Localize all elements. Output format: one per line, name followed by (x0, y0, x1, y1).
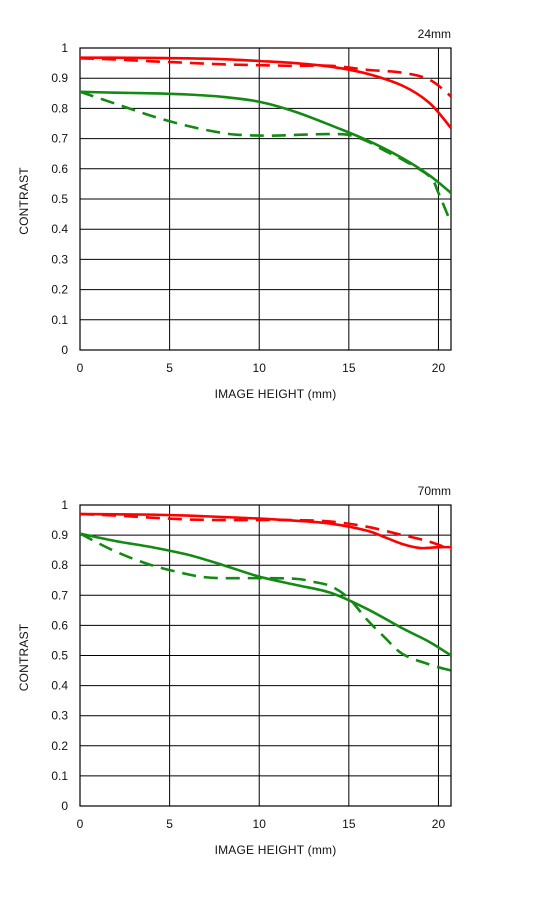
y-tick-label: 0.8 (51, 558, 68, 572)
y-tick-label: 0.1 (51, 769, 68, 783)
y-tick-label: 0.9 (51, 71, 68, 85)
y-tick-label: 0.4 (51, 679, 68, 693)
series-line-green-solid (80, 90, 451, 194)
plot-frame (79, 47, 452, 351)
y-axis-label: CONTRAST (17, 167, 31, 235)
y-tick-label: 0.8 (51, 101, 68, 115)
chart-title: 70mm (418, 484, 451, 498)
x-tick-label: 10 (253, 817, 267, 831)
y-tick-label: 0.6 (51, 162, 68, 176)
x-tick-label: 15 (342, 361, 356, 375)
chart-1: 00.10.20.30.40.50.60.70.80.910 5 10 15 2070m… (17, 484, 452, 857)
x-tick-label: 20 (432, 817, 446, 831)
x-axis-label: IMAGE HEIGHT (mm) (215, 387, 337, 401)
series-line-red-dashed (80, 512, 451, 551)
series-line-red-solid (80, 56, 451, 129)
series-line-green-dashed (80, 532, 451, 672)
y-tick-label: 0.7 (51, 588, 68, 602)
x-tick-label: 0 (77, 817, 84, 831)
y-axis-label: CONTRAST (17, 623, 31, 691)
y-tick-label: 0 (61, 343, 68, 357)
x-tick-label: 10 (253, 361, 267, 375)
y-tick-label: 0 (61, 799, 68, 813)
y-tick-label: 0.3 (51, 252, 68, 266)
series-line-red-solid (80, 512, 451, 550)
series-line-red-dashed (80, 56, 451, 98)
y-tick-label: 0.3 (51, 709, 68, 723)
y-tick-label: 0.5 (51, 192, 68, 206)
y-tick-label: 0.9 (51, 528, 68, 542)
chart-title: 24mm (418, 27, 451, 41)
x-tick-label: 5 (166, 361, 173, 375)
x-tick-label: 0 (77, 361, 84, 375)
y-tick-label: 1 (61, 41, 68, 55)
chart-0: 00.10.20.30.40.50.60.70.80.910 5 10 15 2024m… (17, 27, 452, 401)
y-tick-label: 0.2 (51, 283, 68, 297)
y-tick-label: 1 (61, 498, 68, 512)
y-tick-label: 0.7 (51, 132, 68, 146)
x-tick-label: 5 (166, 817, 173, 831)
y-tick-label: 0.6 (51, 618, 68, 632)
y-tick-label: 0.1 (51, 313, 68, 327)
series-line-green-dashed (80, 90, 451, 224)
y-tick-label: 0.4 (51, 222, 68, 236)
x-tick-label: 15 (342, 817, 356, 831)
x-axis-label: IMAGE HEIGHT (mm) (215, 843, 337, 857)
y-tick-label: 0.2 (51, 739, 68, 753)
y-tick-label: 0.5 (51, 649, 68, 663)
x-tick-label: 20 (432, 361, 446, 375)
series-line-green-solid (80, 532, 451, 657)
